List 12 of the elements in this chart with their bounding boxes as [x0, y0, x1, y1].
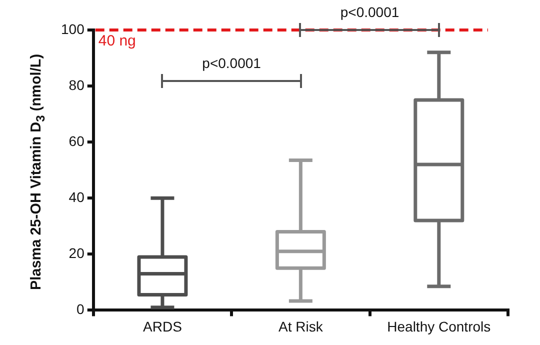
ref-line-label: 40 ng	[98, 32, 136, 50]
y-tick-label: 100	[61, 20, 85, 37]
x-tick-label: At Risk	[278, 318, 324, 334]
y-tick-label: 80	[68, 76, 85, 93]
text: p<0.0001	[340, 4, 400, 20]
annotation: p<0.0001	[202, 55, 261, 71]
y-tick-label: 20	[68, 245, 85, 262]
x-tick-label: Healthy Controls	[387, 318, 491, 334]
y-tick-label: 60	[68, 132, 85, 149]
y-tick-label: 0	[76, 301, 85, 318]
x-tick-label: ARDS	[143, 318, 182, 334]
y-tick-label: 40	[68, 188, 85, 205]
